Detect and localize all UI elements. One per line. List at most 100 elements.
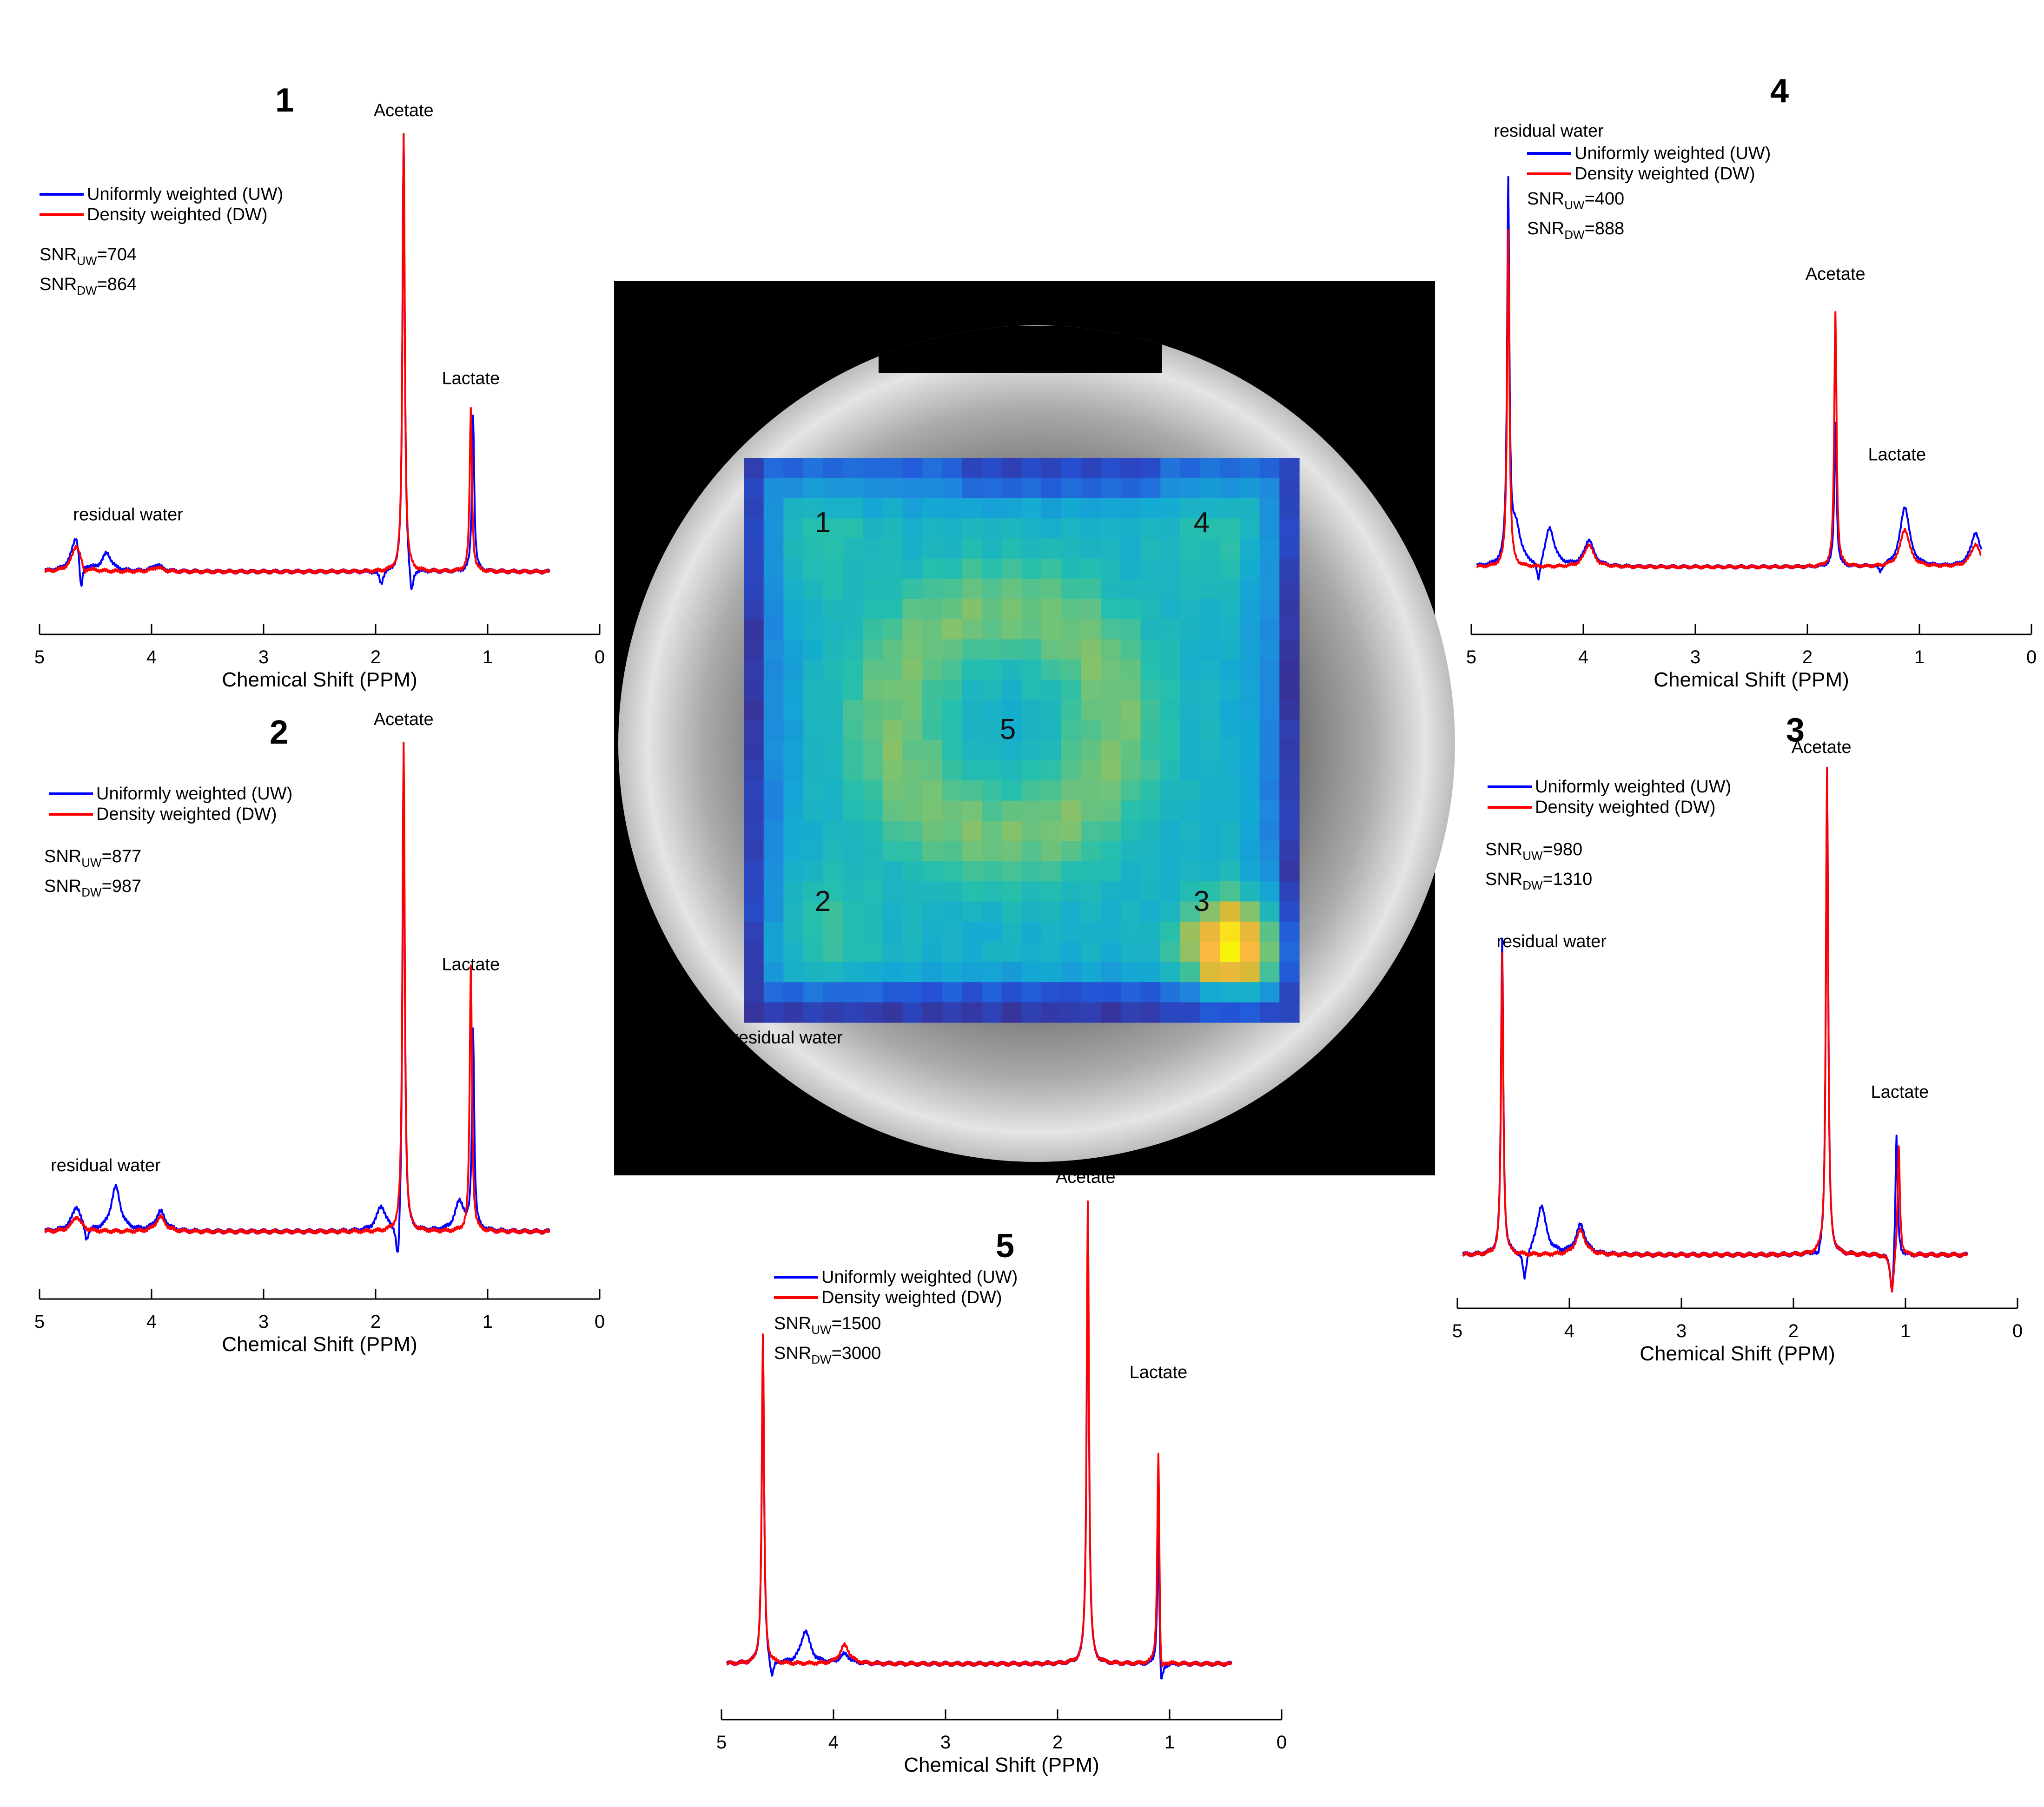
heatmap-cell <box>1259 922 1280 943</box>
heatmap-cell <box>763 841 784 862</box>
heatmap-cell <box>1101 579 1121 600</box>
snr-dw: SNRDW=3000 <box>774 1344 881 1366</box>
heatmap-cell <box>823 800 843 821</box>
heatmap-cell <box>982 740 1002 761</box>
heatmap-cell <box>1239 962 1260 983</box>
x-tick-label: 0 <box>595 1312 605 1332</box>
heatmap-cell <box>1180 659 1201 680</box>
heatmap-cell <box>882 901 903 922</box>
x-tick-label: 4 <box>146 1312 157 1332</box>
heatmap-cell <box>942 498 963 519</box>
heatmap-cell <box>763 518 784 539</box>
legend-entry: Uniformly weighted (UW) <box>87 185 283 204</box>
heatmap-cell <box>962 800 982 821</box>
heatmap-cell <box>962 841 982 862</box>
heatmap-cell <box>1101 599 1121 620</box>
heatmap-cell <box>1279 478 1300 499</box>
heatmap-cell <box>1081 922 1101 943</box>
heatmap-cell <box>1140 458 1161 478</box>
heatmap-cell <box>1160 538 1181 559</box>
heatmap-cell <box>942 901 963 922</box>
heatmap-cell <box>1279 901 1300 922</box>
heatmap-cell <box>882 720 903 741</box>
heatmap-cell <box>823 982 843 1003</box>
heatmap-cell <box>803 800 824 821</box>
heatmap-cell <box>1101 760 1121 781</box>
heatmap-cell <box>1101 659 1121 680</box>
heatmap-cell <box>942 558 963 579</box>
heatmap-cell <box>744 841 764 862</box>
heatmap-cell <box>843 881 863 902</box>
heatmap-cell <box>744 458 764 478</box>
series-dw-line <box>44 742 550 1235</box>
heatmap-cell <box>863 619 883 640</box>
heatmap-cell <box>922 720 943 741</box>
heatmap-cell <box>1279 942 1300 963</box>
heatmap-cell <box>1101 821 1121 842</box>
heatmap-cell <box>1081 659 1101 680</box>
heatmap-cell <box>922 679 943 700</box>
heatmap-cell <box>863 639 883 660</box>
heatmap-cell <box>1259 962 1280 983</box>
heatmap-cell <box>1220 821 1240 842</box>
heatmap-cell <box>942 821 963 842</box>
snr-uw: SNRUW=400 <box>1527 189 1624 212</box>
heatmap-cell <box>1101 982 1121 1003</box>
heatmap-cell <box>744 498 764 519</box>
heatmap-cell <box>922 699 943 720</box>
heatmap-cell <box>1160 478 1181 499</box>
heatmap-cell <box>1140 922 1161 943</box>
heatmap-cell <box>863 780 883 801</box>
heatmap-cell <box>1021 639 1042 660</box>
heatmap-cell <box>882 780 903 801</box>
heatmap-cell <box>982 599 1002 620</box>
heatmap-cell <box>863 498 883 519</box>
heatmap-cell <box>922 861 943 882</box>
x-tick-label: 1 <box>1164 1732 1175 1753</box>
heatmap-cell <box>1081 780 1101 801</box>
heatmap-cell <box>1180 599 1201 620</box>
heatmap-cell <box>1001 699 1022 720</box>
heatmap-cell <box>1061 800 1082 821</box>
heatmap-cell <box>803 922 824 943</box>
heatmap-cell <box>882 498 903 519</box>
heatmap-cell <box>902 720 923 741</box>
heatmap-cell <box>863 800 883 821</box>
heatmap-cell <box>962 881 982 902</box>
heatmap-cell <box>1200 780 1220 801</box>
heatmap-cell <box>962 982 982 1003</box>
heatmap-cell <box>1001 619 1022 640</box>
heatmap-cell <box>1220 478 1240 499</box>
x-tick-label: 5 <box>1466 647 1476 667</box>
heatmap-cell <box>744 1002 764 1023</box>
legend-entry: Density weighted (DW) <box>821 1288 1002 1307</box>
heatmap-cell <box>783 861 804 882</box>
heatmap-cell <box>1220 760 1240 781</box>
heatmap-cell <box>1001 659 1022 680</box>
heatmap-cell <box>1140 760 1161 781</box>
heatmap-cell <box>1021 922 1042 943</box>
heatmap-cell <box>1220 740 1240 761</box>
heatmap-cell <box>1180 841 1201 862</box>
heatmap-cell <box>1001 942 1022 963</box>
mri-image: 1 2 3 4 5 <box>614 281 1455 1175</box>
heatmap-cell <box>803 720 824 741</box>
heatmap-cell <box>1239 982 1260 1003</box>
series-dw-line <box>44 132 550 575</box>
heatmap-cell <box>1061 659 1082 680</box>
x-tick-label: 3 <box>1676 1321 1687 1341</box>
heatmap-cell <box>1001 679 1022 700</box>
heatmap-cell <box>1061 821 1082 842</box>
heatmap-cell <box>1021 901 1042 922</box>
heatmap-cell <box>1101 458 1121 478</box>
heatmap-cell <box>902 962 923 983</box>
heatmap-cell <box>763 760 784 781</box>
heatmap-cell <box>942 619 963 640</box>
heatmap-cell <box>982 518 1002 539</box>
heatmap-cell <box>1041 821 1062 842</box>
heatmap-cell <box>1140 659 1161 680</box>
heatmap-cell <box>1220 699 1240 720</box>
heatmap-cell <box>922 962 943 983</box>
heatmap-cell <box>1180 760 1201 781</box>
heatmap-cell <box>962 861 982 882</box>
